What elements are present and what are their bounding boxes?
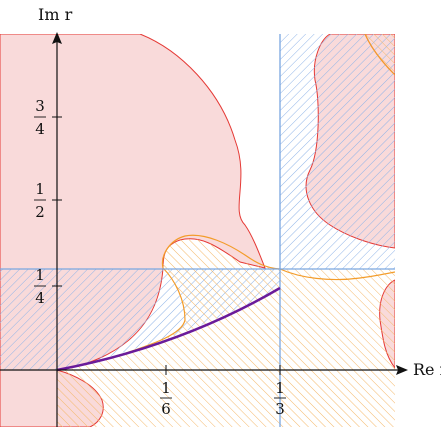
x-tick-1-3: 1 3 (274, 365, 286, 418)
y-tick-1-4: 1 4 (34, 266, 62, 307)
y-tick-label-denominator: 4 (35, 120, 45, 138)
purple-curve (56, 286, 281, 372)
orange-hatch-center (57, 238, 280, 370)
orange-hatch-bottom (57, 370, 395, 427)
x-tick-label-numerator: 1 (275, 379, 285, 397)
blue-hatch-right-column (280, 34, 395, 269)
y-tick-label-denominator: 2 (35, 203, 45, 221)
x-axis-arrow-icon (396, 365, 408, 375)
x-tick-label-denominator: 3 (275, 400, 285, 418)
blue-hatch-left-band (0, 269, 163, 370)
y-axis-title: Im r (38, 5, 73, 24)
y-axis-arrow-icon (52, 32, 62, 44)
orange-boundary-top-right (364, 34, 395, 76)
orange-boundary-left (161, 234, 281, 270)
orange-hatch-top-right (365, 34, 395, 75)
orange-hatch-right (280, 269, 395, 370)
x-axis-title: Re r (413, 360, 441, 379)
x-tick-label-numerator: 1 (161, 379, 171, 397)
x-tick-1-6: 1 6 (160, 365, 172, 418)
y-tick-1-2: 1 2 (34, 180, 62, 221)
orange-boundary-right (279, 268, 395, 281)
y-tick-label-denominator: 4 (35, 289, 45, 307)
y-tick-label-numerator: 1 (35, 266, 45, 284)
y-tick-label-numerator: 3 (35, 97, 45, 115)
x-tick-label-denominator: 6 (161, 400, 171, 418)
y-tick-label-numerator: 1 (35, 180, 45, 198)
y-tick-3-4: 3 4 (34, 97, 62, 138)
